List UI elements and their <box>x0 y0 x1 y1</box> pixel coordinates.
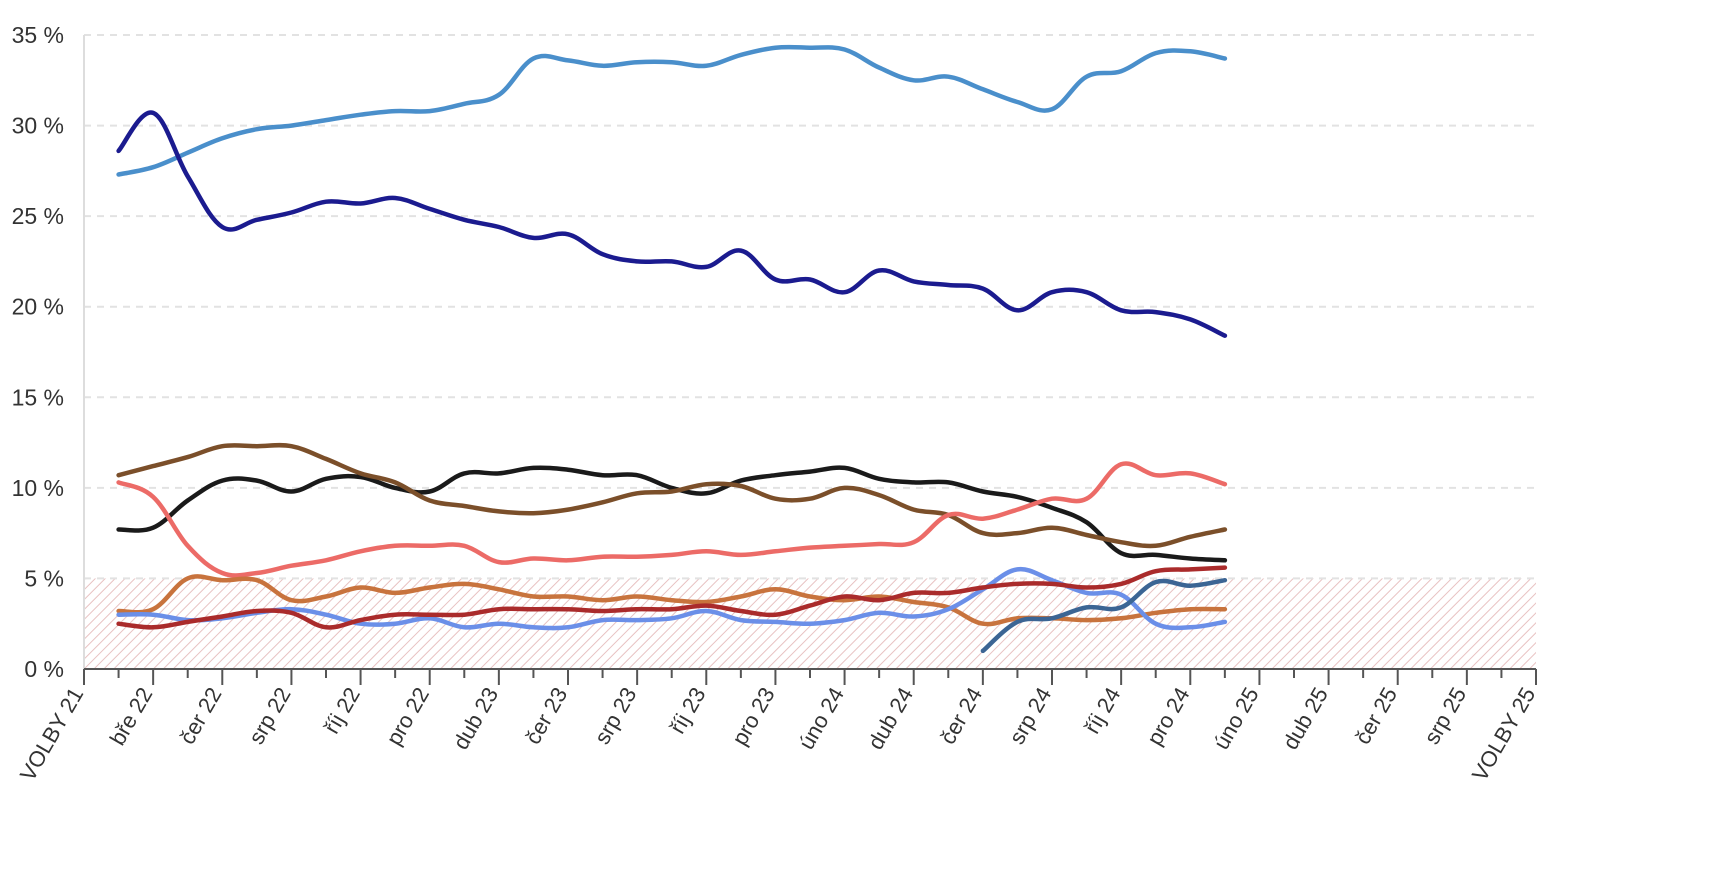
y-tick-label: 10 % <box>12 475 64 501</box>
series-line-9 <box>980 577 1228 654</box>
y-tick-label: 30 % <box>12 113 64 139</box>
x-tick-label: srp 22 <box>244 683 296 748</box>
x-tick-label: říj 24 <box>1079 683 1125 738</box>
x-tick-label: pro 22 <box>381 683 434 750</box>
x-tick-label: pro 24 <box>1142 683 1195 750</box>
x-tick-label: úno 24 <box>794 683 849 754</box>
x-tick-label: říj 22 <box>319 683 365 738</box>
series-line-3 <box>116 465 1228 563</box>
x-tick-label: dub 24 <box>863 683 918 754</box>
series-line-8 <box>116 565 1228 630</box>
x-tick-label: srp 24 <box>1004 683 1056 748</box>
series-line-4 <box>116 442 1228 549</box>
x-tick-label: čer 23 <box>520 683 572 748</box>
series-line-2 <box>116 110 1228 338</box>
y-tick-label: 35 % <box>12 22 64 48</box>
x-tick-label: čer 25 <box>1350 683 1402 748</box>
x-tick-label: pro 23 <box>727 683 780 750</box>
series-line-5 <box>116 461 1228 578</box>
y-tick-label: 5 % <box>24 565 64 591</box>
y-tick-label: 0 % <box>24 656 64 682</box>
x-tick-label: čer 22 <box>174 683 226 748</box>
series-line-7 <box>116 566 1228 631</box>
y-tick-label: 15 % <box>12 384 64 410</box>
x-tick-label: VOLBY 21 <box>15 683 88 785</box>
x-tick-label: srp 23 <box>589 683 641 748</box>
x-tick-label: srp 25 <box>1419 683 1471 748</box>
x-tick-label: čer 24 <box>935 683 987 748</box>
y-tick-label: 20 % <box>12 294 64 320</box>
y-tick-label: 25 % <box>12 203 64 229</box>
series-line-1 <box>116 44 1228 177</box>
x-tick-label: říj 23 <box>665 683 711 738</box>
x-tick-label: dub 25 <box>1278 683 1333 754</box>
x-tick-label: dub 23 <box>448 683 503 754</box>
x-tick-label: bře 22 <box>105 683 158 750</box>
x-tick-label: VOLBY 25 <box>1467 683 1540 785</box>
x-tick-label: úno 25 <box>1208 683 1263 754</box>
